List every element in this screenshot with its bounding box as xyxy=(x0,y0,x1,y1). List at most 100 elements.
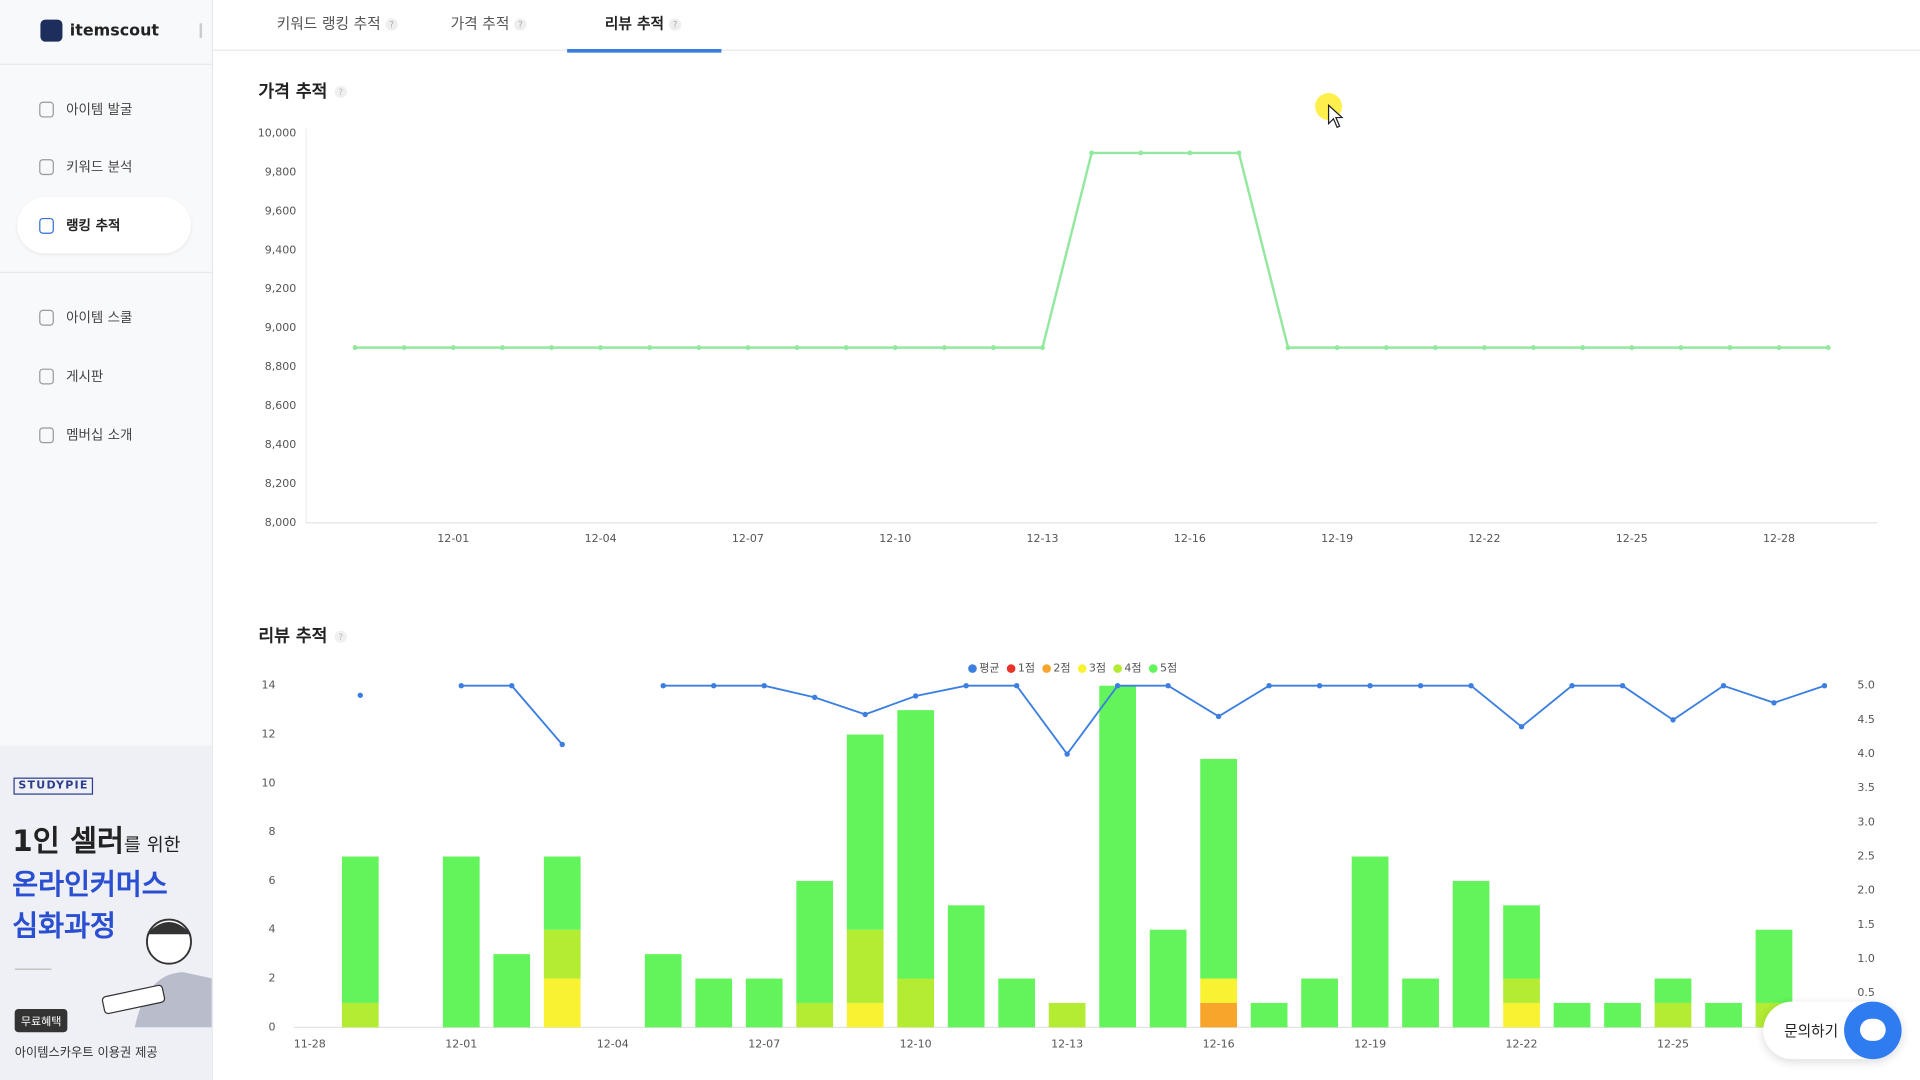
ad-headline: 온라인커머스 xyxy=(12,869,168,902)
help-icon xyxy=(334,630,347,643)
bar-segment xyxy=(1705,1002,1742,1028)
tab-underline xyxy=(567,48,722,53)
y-tick-label: 8,400 xyxy=(265,438,297,451)
x-tick-label: 12-16 xyxy=(1174,532,1206,545)
bar-segment xyxy=(1452,880,1490,1028)
ad-headline: 심화과정 xyxy=(12,911,116,943)
price-line-point xyxy=(1285,345,1291,351)
average-line-point xyxy=(1569,683,1575,689)
x-tick-label: 12-28 xyxy=(1763,532,1795,545)
average-line-point xyxy=(1367,683,1373,689)
bar-segment xyxy=(846,1002,884,1028)
legend-swatch xyxy=(1006,664,1016,673)
price-line-point xyxy=(1776,345,1782,351)
average-line-point xyxy=(1114,683,1121,689)
y-tick-label: 8,000 xyxy=(265,516,297,529)
legend: 평균 1점 2점 3점 4점 5점 xyxy=(968,662,1177,675)
bar-segment xyxy=(1755,929,1793,1003)
price-line-point xyxy=(1482,345,1487,351)
bar-segment xyxy=(543,856,581,930)
chat-icon xyxy=(1844,1001,1902,1060)
divider xyxy=(0,271,212,274)
nav-item[interactable]: 아이템 발굴 xyxy=(17,81,191,137)
price-line-point xyxy=(499,345,505,351)
ad-separator xyxy=(14,968,52,970)
price-line-point xyxy=(1187,150,1193,156)
bar-segment xyxy=(341,856,379,1003)
x-tick-label: 12-07 xyxy=(748,1037,780,1050)
bar-segment xyxy=(846,734,884,930)
y-tick-label: 8,200 xyxy=(265,477,297,490)
y-tick-label: 9,600 xyxy=(265,204,297,217)
legend-label: 1점 xyxy=(1018,662,1035,675)
logo[interactable]: itemscout xyxy=(40,19,159,42)
bar-segment xyxy=(998,978,1036,1028)
bar-segment xyxy=(341,1002,379,1028)
average-line-point xyxy=(1316,683,1323,689)
price-line-point xyxy=(745,345,751,351)
chat-label: 문의하기 xyxy=(1784,1022,1839,1040)
nav-label: 랭킹 추적 xyxy=(66,217,121,234)
chat-button[interactable]: 문의하기 xyxy=(1763,1001,1902,1060)
average-line-point xyxy=(1771,700,1777,706)
chart-title: 리뷰 추적 xyxy=(258,627,327,647)
price-line-point xyxy=(1432,345,1438,351)
nav-icon xyxy=(39,101,54,117)
average-line-point xyxy=(862,711,868,718)
nav-icon xyxy=(39,217,54,234)
x-tick-label: 12-13 xyxy=(1051,1037,1083,1050)
y-tick-label: 9,200 xyxy=(265,282,297,295)
x-tick-label: 12-10 xyxy=(879,532,911,545)
ad-headline-big: 1인 셀러 xyxy=(12,824,125,859)
bar-segment xyxy=(1553,1002,1591,1028)
bar-segment xyxy=(1503,1002,1540,1028)
y-tick-label: 4 xyxy=(268,923,275,936)
ad-brand: STUDYPIE xyxy=(13,777,94,795)
average-line xyxy=(461,684,1825,756)
nav-item[interactable]: 아이템 스쿨 xyxy=(17,289,191,345)
y-tick-label: 8,800 xyxy=(265,360,297,373)
price-line-point xyxy=(1236,150,1242,156)
bar-segment xyxy=(947,905,985,1028)
nav-icon xyxy=(39,426,54,443)
nav-icon xyxy=(39,158,54,175)
price-line-point xyxy=(1334,345,1340,351)
bar-segment xyxy=(442,856,480,1028)
average-line-point xyxy=(1266,683,1272,689)
price-line-point xyxy=(892,345,898,351)
bar-segment xyxy=(897,978,935,1028)
ad-banner[interactable]: STUDYPIE 1인 셀러를 위한 온라인커머스 심화과정 무료혜택 아이템스… xyxy=(0,745,212,1080)
x-tick-label: 12-22 xyxy=(1506,1037,1538,1050)
price-line xyxy=(355,151,1829,349)
x-tick-label: 12-10 xyxy=(900,1037,932,1050)
help-icon-text: ? xyxy=(339,88,344,98)
nav-item[interactable]: 멤버십 소개 xyxy=(17,407,191,463)
legend-swatch xyxy=(968,664,977,673)
tab-label: 리뷰 추적 xyxy=(605,14,664,32)
nav-label: 멤버십 소개 xyxy=(66,427,133,444)
y-tick-label: 10 xyxy=(261,776,275,789)
legend-swatch xyxy=(1113,664,1122,673)
bar-segment xyxy=(1503,905,1540,979)
collapse-handle[interactable] xyxy=(199,23,203,38)
price-line-point xyxy=(450,345,456,351)
y2-tick-label: 5.0 xyxy=(1857,679,1875,692)
help-icon xyxy=(514,18,527,31)
y2-tick-label: 0.5 xyxy=(1857,986,1875,999)
nav-label: 게시판 xyxy=(66,368,104,385)
y-tick-label: 14 xyxy=(261,679,275,692)
nav-item[interactable]: 키워드 분석 xyxy=(17,138,191,194)
nav-item[interactable]: 게시판 xyxy=(17,348,191,404)
bar-segment xyxy=(1351,856,1389,1028)
divider xyxy=(0,63,212,65)
help-icon xyxy=(385,18,398,31)
x-tick-label: 12-04 xyxy=(585,532,617,545)
nav-item[interactable]: 랭킹 추적 xyxy=(17,197,192,254)
legend-label: 3점 xyxy=(1089,662,1106,675)
tab-label: 가격 추적 xyxy=(451,15,510,32)
average-line-point xyxy=(559,741,565,748)
y-tick-label: 9,800 xyxy=(265,165,297,178)
help-icon-text: ? xyxy=(389,21,394,31)
